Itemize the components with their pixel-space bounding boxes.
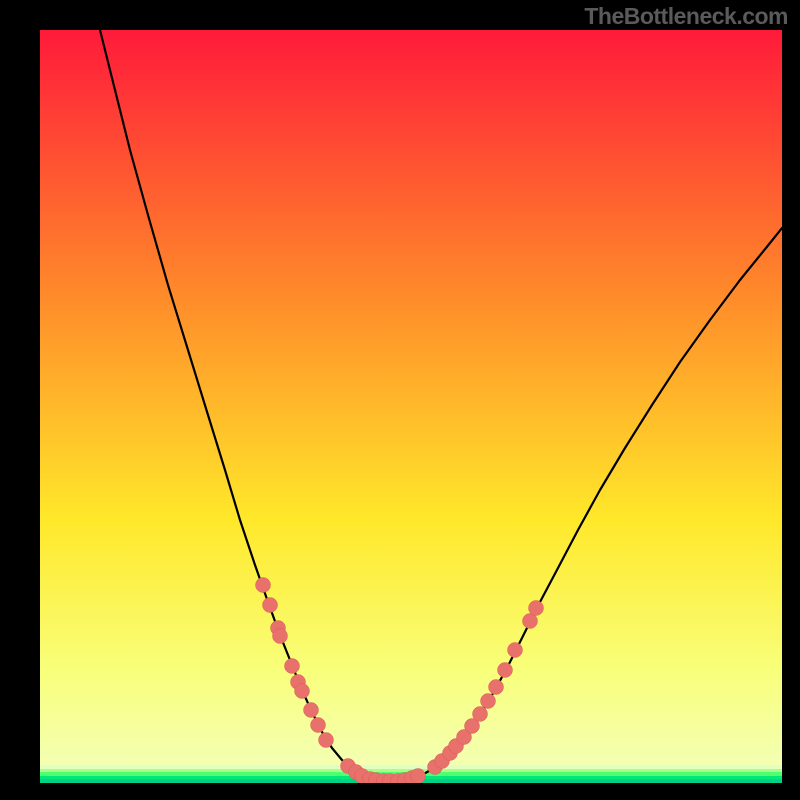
plot-area xyxy=(40,30,782,783)
marker-right xyxy=(481,694,496,709)
marker-left xyxy=(263,598,278,613)
marker-right xyxy=(508,643,523,658)
marker-left xyxy=(285,659,300,674)
marker-left xyxy=(256,578,271,593)
marker-right xyxy=(529,601,544,616)
marker-right xyxy=(523,614,538,629)
chart-frame: TheBottleneck.com xyxy=(0,0,800,800)
marker-left xyxy=(273,629,288,644)
marker-right xyxy=(498,663,513,678)
marker-left xyxy=(295,684,310,699)
watermark-text: TheBottleneck.com xyxy=(584,3,788,30)
marker-left xyxy=(304,703,319,718)
marker-right xyxy=(473,707,488,722)
marker-left xyxy=(319,733,334,748)
bottleneck-curve xyxy=(100,30,782,781)
marker-left xyxy=(311,718,326,733)
marker-bottom xyxy=(411,769,426,784)
marker-right xyxy=(489,680,504,695)
curve-layer xyxy=(40,30,782,783)
